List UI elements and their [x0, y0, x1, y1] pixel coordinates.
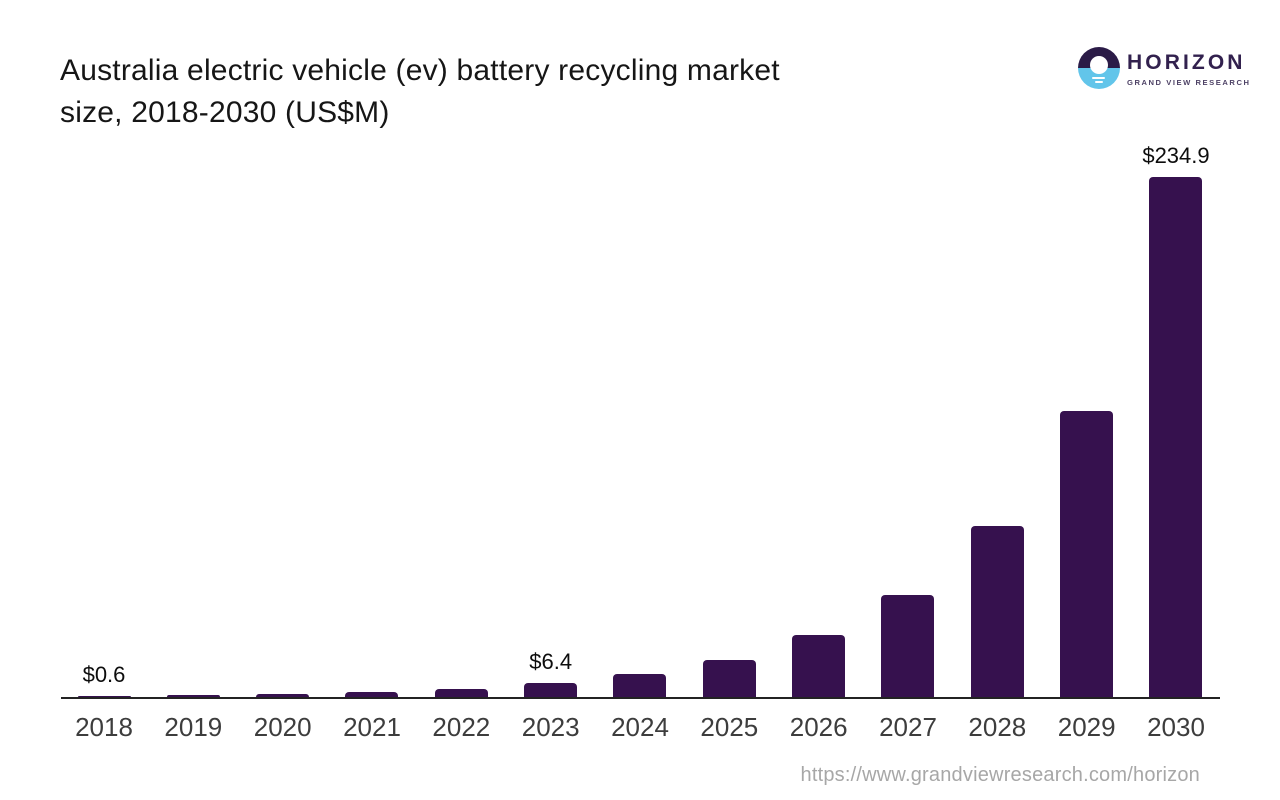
x-axis-line [61, 697, 1220, 699]
x-tick-2023: 2023 [521, 712, 580, 742]
bar-2020 [256, 693, 310, 697]
bar-2019 [166, 695, 220, 697]
chart-title-line2: size, 2018-2030 (US$M) [60, 96, 390, 129]
logo-sun-circle [1090, 56, 1108, 74]
horizon-logo: HORIZON GRAND VIEW RESEARCH [1078, 46, 1249, 96]
x-tick-2022: 2022 [432, 712, 491, 742]
horizon-donut-sun-icon [1078, 47, 1120, 89]
bar-2018 [77, 695, 131, 697]
logo-brand-name: HORIZON [1127, 51, 1246, 74]
bar-2029 [1060, 410, 1114, 697]
x-tick-2028: 2028 [968, 712, 1027, 742]
x-tick-2030: 2030 [1147, 712, 1205, 742]
logo-reflection-dash [1092, 76, 1105, 80]
bar-2027 [881, 594, 935, 697]
logo-text-block: HORIZON GRAND VIEW RESEARCH [1127, 51, 1251, 87]
chart-title: Australia electric vehicle (ev) battery … [60, 50, 960, 134]
x-tick-2025: 2025 [700, 712, 759, 742]
x-tick-2019: 2019 [164, 712, 223, 742]
bar-2028 [970, 525, 1024, 697]
bar-2023 [524, 682, 578, 697]
logo-reflection-dash [1095, 81, 1103, 84]
value-label-2018: $0.6 [82, 661, 126, 687]
x-tick-2029: 2029 [1057, 712, 1116, 742]
x-tick-2027: 2027 [879, 712, 937, 742]
x-tick-2018: 2018 [75, 712, 133, 742]
bar-2026 [792, 635, 846, 697]
logo-subtitle: GRAND VIEW RESEARCH [1127, 78, 1251, 87]
chart-title-line1: Australia electric vehicle (ev) battery … [60, 54, 780, 87]
bar-2021 [345, 692, 399, 697]
x-tick-2024: 2024 [611, 712, 669, 742]
bar-2022 [434, 689, 488, 697]
value-label-2023: $6.4 [529, 648, 573, 674]
bar-2030 [1149, 177, 1203, 697]
bar-2025 [702, 659, 756, 697]
value-label-2030: $234.9 [1142, 143, 1210, 169]
x-tick-2021: 2021 [343, 712, 401, 742]
x-tick-2020: 2020 [253, 712, 312, 742]
bar-2024 [613, 674, 667, 697]
source-url-link[interactable]: https://www.grandviewresearch.com/horizo… [800, 764, 1200, 786]
x-tick-2026: 2026 [789, 712, 848, 742]
